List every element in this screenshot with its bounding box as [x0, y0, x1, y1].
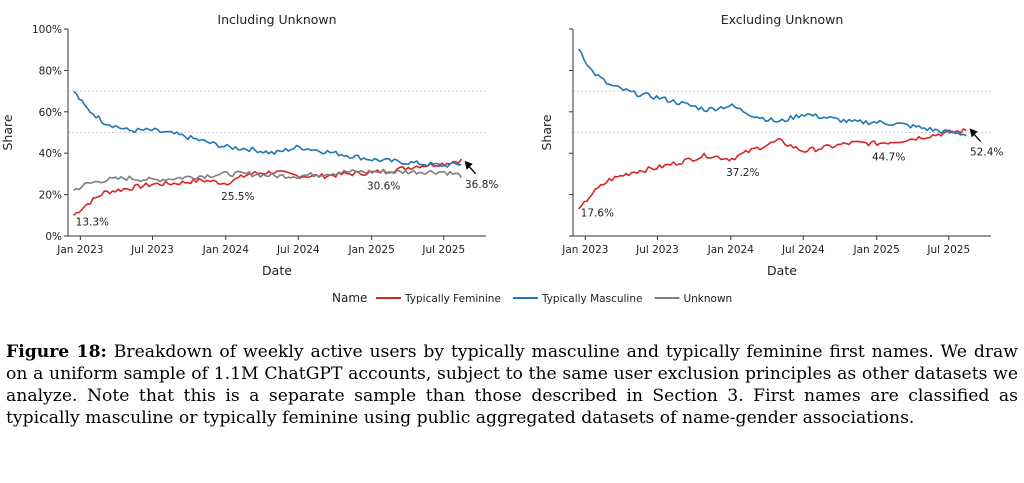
- x-tick-label: Jul 2025: [926, 244, 970, 256]
- x-tick-label: Jul 2023: [635, 244, 679, 256]
- data-label: 13.3%: [76, 216, 109, 228]
- legend-label: Typically Feminine: [404, 293, 501, 305]
- x-tick-label: Jan 2023: [56, 244, 103, 256]
- data-label: 17.6%: [581, 208, 614, 220]
- x-tick-label: Jan 2025: [853, 244, 900, 256]
- legend-label: Unknown: [683, 293, 732, 305]
- caption-label: Figure 18:: [6, 342, 107, 362]
- chart-panel-including-unknown: 0% 20% 40% 60% 80% 100% Jan 2023 Jul 2023 Jan 20…: [0, 12, 498, 278]
- x-axis-title: Date: [767, 263, 797, 278]
- x-tick-label: Jul 2025: [421, 244, 465, 256]
- series-line-typically-feminine: [578, 128, 967, 210]
- data-label: 36.8%: [465, 179, 498, 191]
- data-label: 52.4%: [970, 147, 1003, 159]
- y-tick-label: 0%: [45, 231, 62, 243]
- annotation-arrow-head: [969, 128, 978, 138]
- series-line-typically-feminine: [73, 158, 462, 216]
- figure-caption: Figure 18: Breakdown of weekly active us…: [6, 341, 1018, 429]
- chart-title: Excluding Unknown: [721, 12, 844, 27]
- series-line-unknown: [73, 169, 462, 191]
- data-label: 25.5%: [221, 191, 254, 203]
- x-tick-label: Jul 2024: [276, 244, 320, 256]
- legend-title: Name: [332, 291, 367, 305]
- y-axis-title: Share: [539, 114, 554, 150]
- x-tick-label: Jul 2023: [130, 244, 174, 256]
- data-label: 37.2%: [726, 167, 759, 179]
- y-tick-label: 20%: [39, 190, 62, 202]
- legend-label: Typically Masculine: [541, 293, 643, 305]
- chart-panel-excluding-unknown: Jan 2023 Jul 2023 Jan 2024 Jul 2024 Jan 2025…: [539, 12, 1003, 278]
- x-tick-label: Jan 2025: [348, 244, 395, 256]
- series-line-typically-masculine: [577, 48, 967, 137]
- x-tick-label: Jan 2024: [707, 244, 755, 256]
- x-tick-label: Jul 2024: [781, 244, 825, 256]
- y-tick-label: 40%: [39, 148, 62, 160]
- caption-text: Breakdown of weekly active users by typi…: [6, 342, 1018, 428]
- legend: Name Typically Feminine Typically Masculin…: [332, 291, 732, 305]
- x-tick-label: Jan 2023: [561, 244, 608, 256]
- chart-title: Including Unknown: [217, 12, 336, 27]
- data-label: 44.7%: [872, 151, 905, 163]
- annotation-arrow-head: [464, 160, 473, 170]
- figure-charts: 0%20%40%60%80%100%Jan 2023 Jul 2023 Jan 20…: [0, 12, 1003, 305]
- series-line-typically-masculine: [73, 90, 462, 168]
- y-tick-label: 100%: [32, 24, 62, 36]
- x-axis-title: Date: [262, 263, 292, 278]
- y-axis-title: Share: [0, 114, 15, 150]
- y-tick-label: 80%: [39, 65, 62, 77]
- data-label: 30.6%: [367, 181, 400, 193]
- y-tick-label: 60%: [39, 107, 62, 119]
- x-tick-label: Jan 2024: [202, 244, 250, 256]
